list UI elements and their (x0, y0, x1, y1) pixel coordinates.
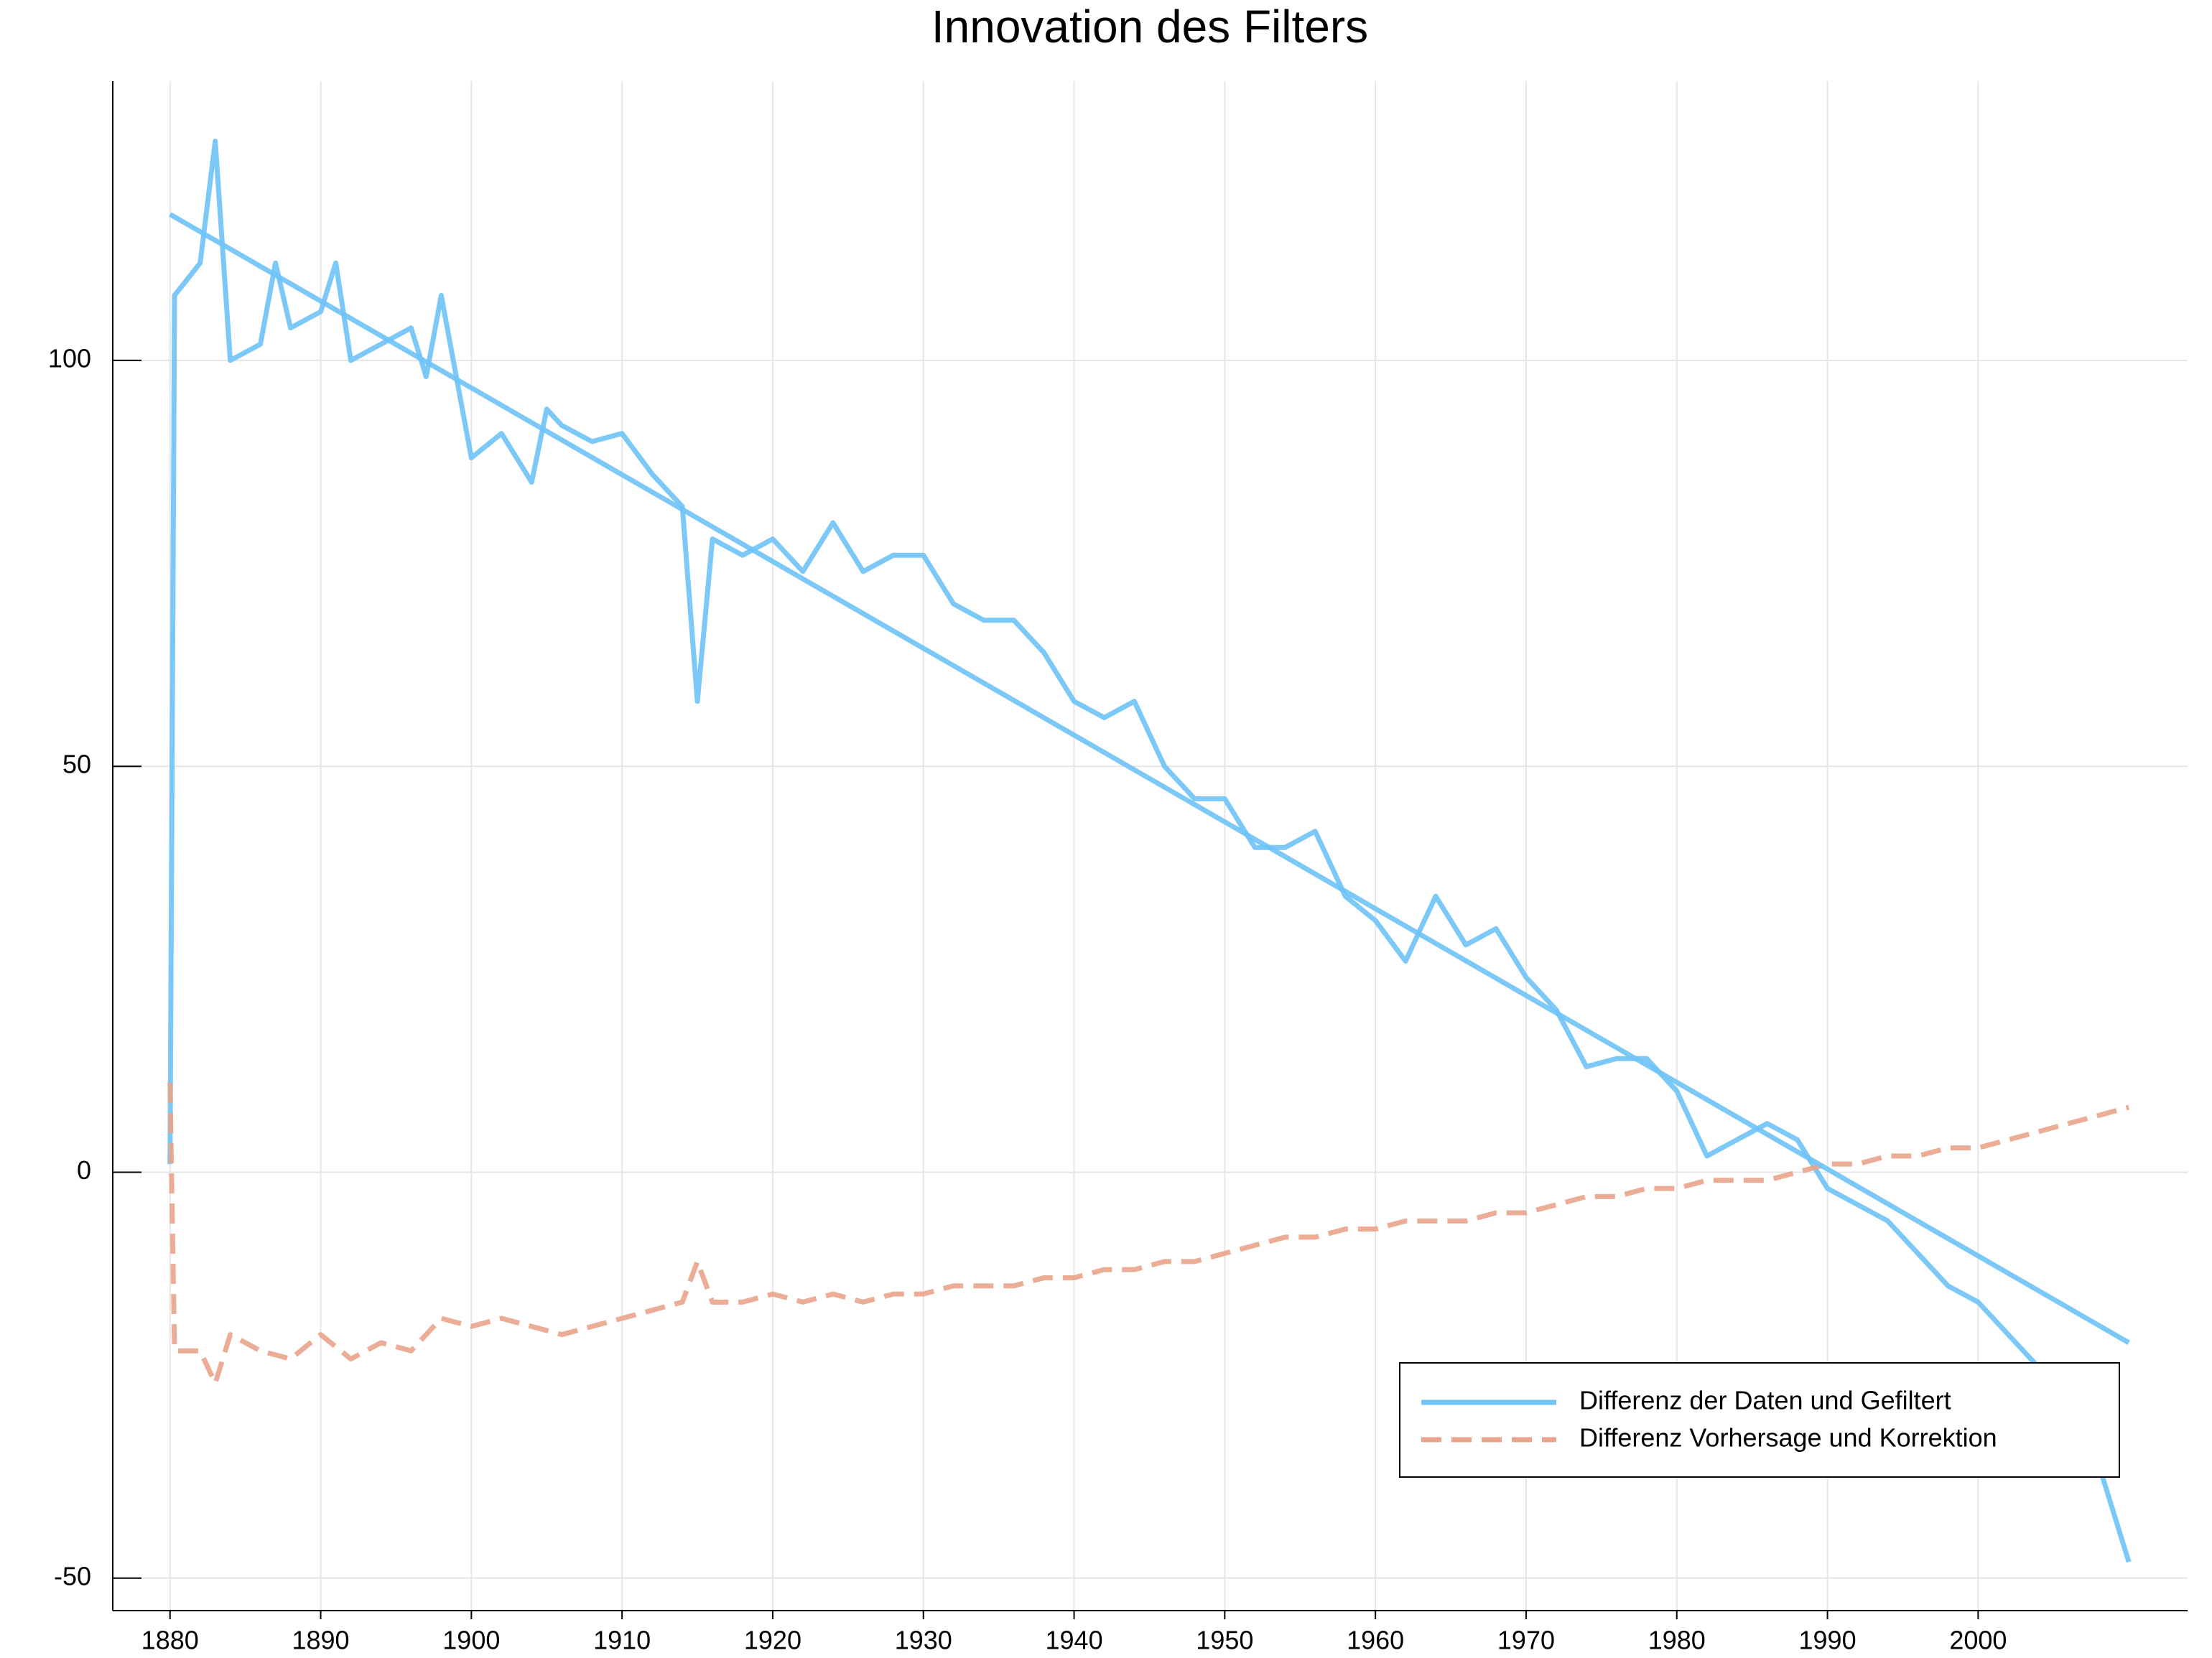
y-tick-label: 50 (62, 750, 91, 779)
legend-label: Differenz der Daten und Gefiltert (1579, 1386, 1951, 1415)
x-tick-label: 1920 (744, 1626, 801, 1655)
x-tick-label: 1900 (442, 1626, 500, 1655)
x-tick-label: 1960 (1347, 1626, 1404, 1655)
x-tick-label: 1890 (292, 1626, 349, 1655)
legend-box (1399, 1362, 2120, 1478)
series-line (167, 1083, 2130, 1386)
series-line (168, 212, 2130, 1345)
x-tick-label: 1970 (1497, 1626, 1555, 1655)
series-line (167, 139, 2132, 1563)
x-tick-label: 1880 (141, 1626, 199, 1655)
x-tick-label: 2000 (1949, 1626, 2007, 1655)
y-tick-label: -50 (54, 1561, 91, 1591)
y-tick-label: 0 (77, 1155, 91, 1185)
legend-label: Differenz Vorhersage und Korrektion (1579, 1423, 1997, 1453)
x-tick-label: 1910 (593, 1626, 651, 1655)
chart-title: Innovation des Filters (931, 1, 1368, 52)
x-tick-label: 1980 (1648, 1626, 1706, 1655)
x-tick-label: 1940 (1046, 1626, 1103, 1655)
x-tick-label: 1950 (1196, 1626, 1253, 1655)
x-tick-label: 1930 (895, 1626, 952, 1655)
x-tick-label: 1990 (1799, 1626, 1856, 1655)
y-tick-label: 100 (48, 343, 91, 373)
